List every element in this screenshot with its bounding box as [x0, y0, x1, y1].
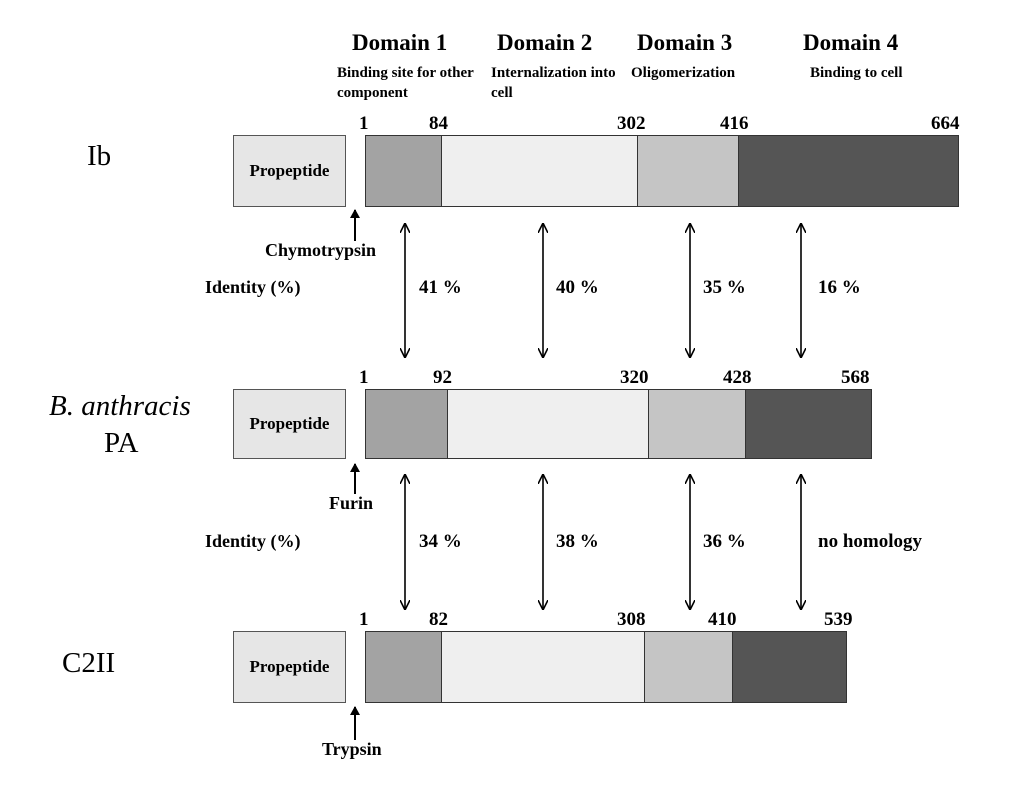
pa-domain-4 — [745, 389, 872, 459]
identity-label-1: Identity (%) — [205, 277, 301, 297]
pa-domain-3 — [648, 389, 746, 459]
ib-domain-1 — [365, 135, 442, 207]
ib-propeptide: Propeptide — [233, 135, 346, 207]
ib-boundary-664: 664 — [931, 113, 960, 134]
identity-2-d1: 34 % — [419, 531, 462, 552]
c2ii-domain-4 — [732, 631, 847, 703]
ib-boundary-416: 416 — [720, 113, 749, 134]
pa-boundary-568: 568 — [841, 367, 870, 388]
ib-boundary-1: 1 — [359, 113, 369, 134]
identity-1-d2: 40 % — [556, 277, 599, 298]
c2ii-boundary-539: 539 — [824, 609, 853, 630]
identity-1-d1: 41 % — [419, 277, 462, 298]
pa-propeptide: Propeptide — [233, 389, 346, 459]
domain-3-title: Domain 3 — [637, 30, 733, 55]
c2ii-domain-3 — [644, 631, 733, 703]
pa-boundary-320: 320 — [620, 367, 649, 388]
protein-c2ii-label: C2II — [62, 647, 116, 679]
identity-2-d3: 36 % — [703, 531, 746, 552]
c2ii-domain-1 — [365, 631, 442, 703]
c2ii-propeptide: Propeptide — [233, 631, 346, 703]
domain-2-title: Domain 2 — [497, 30, 593, 55]
identity-1-d3: 35 % — [703, 277, 746, 298]
protein-ib-label: Ib — [87, 140, 112, 172]
c2ii-boundary-82: 82 — [429, 609, 448, 630]
c2ii-boundary-308: 308 — [617, 609, 646, 630]
pa-boundary-428: 428 — [723, 367, 752, 388]
c2ii-domain-2 — [441, 631, 645, 703]
c2ii-boundary-1: 1 — [359, 609, 369, 630]
c2ii-boundary-410: 410 — [708, 609, 737, 630]
domain-4-desc: Binding to cell — [810, 65, 903, 81]
protein-pa-label-line1: B. anthracis — [49, 390, 191, 422]
identity-2-d4: no homology — [818, 531, 922, 552]
identity-2-d2: 38 % — [556, 531, 599, 552]
pa-boundary-1: 1 — [359, 367, 369, 388]
pa-domain-2 — [447, 389, 649, 459]
domain-4-title: Domain 4 — [803, 30, 899, 55]
domain-1-desc: Binding site for other component — [337, 65, 474, 101]
domain-1-title: Domain 1 — [352, 30, 448, 55]
identity-1-d4: 16 % — [818, 277, 861, 298]
pa-cleavage-enzyme: Furin — [329, 493, 374, 513]
identity-label-2: Identity (%) — [205, 531, 301, 551]
pa-boundary-92: 92 — [433, 367, 452, 388]
domain-2-desc: Internalization into cell — [491, 65, 616, 101]
ib-domain-3 — [637, 135, 739, 207]
ib-domain-4 — [738, 135, 959, 207]
c2ii-cleavage-enzyme: Trypsin — [322, 739, 382, 759]
pa-domain-1 — [365, 389, 448, 459]
ib-boundary-84: 84 — [429, 113, 448, 134]
ib-boundary-302: 302 — [617, 113, 646, 134]
ib-cleavage-enzyme: Chymotrypsin — [265, 240, 377, 260]
domain-3-desc: Oligomerization — [631, 65, 736, 81]
protein-pa-label-line2: PA — [104, 427, 139, 459]
